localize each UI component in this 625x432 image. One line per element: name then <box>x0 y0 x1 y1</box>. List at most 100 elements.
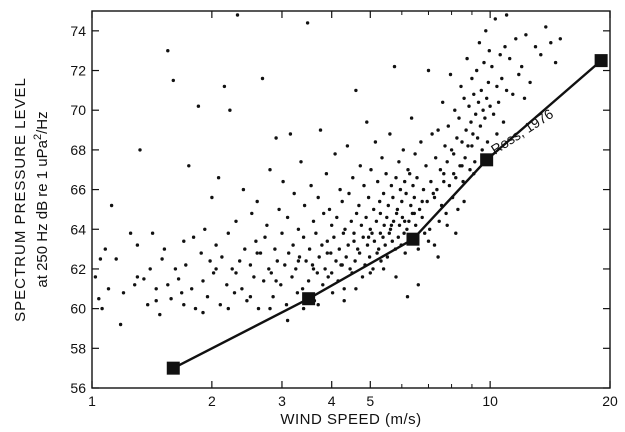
scatter-point <box>392 64 397 69</box>
scatter-point <box>445 160 449 164</box>
scatter-point <box>407 219 411 223</box>
scatter-point <box>203 227 207 231</box>
scatter-point <box>420 215 424 220</box>
scatter-point <box>397 223 402 227</box>
scatter-point <box>558 37 562 41</box>
scatter-point <box>361 235 365 239</box>
scatter-point <box>240 287 244 291</box>
scatter-point <box>477 41 482 45</box>
scatter-point <box>245 299 249 303</box>
scatter-point <box>343 227 347 231</box>
scatter-point <box>438 168 443 172</box>
scatter-point <box>263 235 267 239</box>
scatter-point <box>241 187 246 192</box>
scatter-point <box>387 231 391 235</box>
scatter-point <box>234 219 238 223</box>
scatter-point <box>357 251 362 255</box>
scatter-point <box>310 263 315 267</box>
scatter-point <box>335 215 339 220</box>
scatter-point <box>366 235 371 239</box>
scatter-point <box>405 295 410 299</box>
scatter-point <box>265 223 269 227</box>
scatter-point <box>416 247 420 251</box>
scatter-point <box>475 68 479 73</box>
scatter-point <box>324 172 329 176</box>
scatter-point <box>201 310 205 315</box>
scatter-point <box>435 187 439 192</box>
scatter-point <box>401 148 405 152</box>
scatter-point <box>389 183 394 188</box>
scatter-point <box>414 223 418 227</box>
scatter-point <box>340 199 344 204</box>
scatter-point <box>321 283 325 287</box>
axis-ticks: 1 2 3 4 5 10 20 56 58 60 62 64 66 68 70 72 74 <box>70 11 618 409</box>
y-tick-label: 56 <box>70 380 86 396</box>
scatter-point <box>180 291 184 295</box>
y-axis-label-line2-main: at 250 Hz dB re 1 uPa <box>34 139 51 287</box>
scatter-point <box>381 235 385 239</box>
scatter-point <box>98 257 103 261</box>
scatter-point <box>220 255 224 259</box>
scatter-point <box>214 267 218 271</box>
scatter-point <box>426 239 431 243</box>
scatter-point <box>248 263 253 267</box>
scatter-point <box>234 271 238 275</box>
y-tick-label: 70 <box>70 102 86 118</box>
scatter-point <box>222 84 227 89</box>
scatter-point <box>365 120 369 124</box>
scatter-point <box>100 306 104 311</box>
y-tick-label: 64 <box>70 221 86 237</box>
scatter-point <box>402 231 406 235</box>
scatter-point <box>352 239 356 243</box>
scatter-point <box>409 116 414 120</box>
scatter-point <box>364 215 368 220</box>
scatter-point <box>470 144 474 148</box>
scatter-point <box>190 287 194 291</box>
scatter-point <box>250 211 254 216</box>
scatter-point <box>317 255 321 259</box>
scatter-point <box>329 251 333 255</box>
scatter-point <box>216 176 221 180</box>
scatter-point <box>396 235 400 239</box>
scatter-point <box>424 164 428 168</box>
scatter-point <box>514 37 518 41</box>
scatter-point <box>368 271 372 275</box>
scatter-point <box>254 239 258 243</box>
scatter-point <box>176 277 181 281</box>
plot-frame <box>91 10 611 389</box>
y-axis-label-line1: SPECTRUM PRESSURE LEVEL <box>12 77 29 322</box>
y-tick-label: 58 <box>70 340 86 356</box>
scatter-point <box>258 251 263 255</box>
scatter-point <box>391 219 396 223</box>
scatter-point <box>184 263 188 267</box>
scatter-point <box>294 267 298 271</box>
scatter-point <box>480 148 484 152</box>
scatter-point <box>106 287 111 291</box>
scatter-point <box>503 45 507 49</box>
scatter-point <box>171 78 175 83</box>
scatter-point <box>380 156 384 160</box>
scatter-point <box>443 144 447 148</box>
scatter-point <box>93 275 98 279</box>
scatter-point <box>338 187 342 192</box>
scatter-point <box>378 211 383 216</box>
scatter-point <box>201 279 205 283</box>
scatter-point <box>360 275 365 279</box>
scatter-point <box>297 255 302 259</box>
scatter-point <box>486 80 491 85</box>
scatter-point <box>395 207 400 212</box>
scatter-point <box>269 271 273 275</box>
scatter-point <box>454 176 458 180</box>
scatter-point <box>420 199 424 204</box>
scatter-point <box>379 259 383 263</box>
scatter-point <box>405 227 409 231</box>
scatter-point <box>377 247 381 251</box>
scatter-point <box>466 144 470 148</box>
scatter-point <box>285 318 290 323</box>
scatter-point <box>173 267 178 271</box>
scatter-point <box>267 267 271 271</box>
series-marker <box>480 153 494 167</box>
scatter-point <box>478 124 483 128</box>
x-tick-label: 20 <box>602 393 618 409</box>
scatter-point <box>549 41 553 45</box>
